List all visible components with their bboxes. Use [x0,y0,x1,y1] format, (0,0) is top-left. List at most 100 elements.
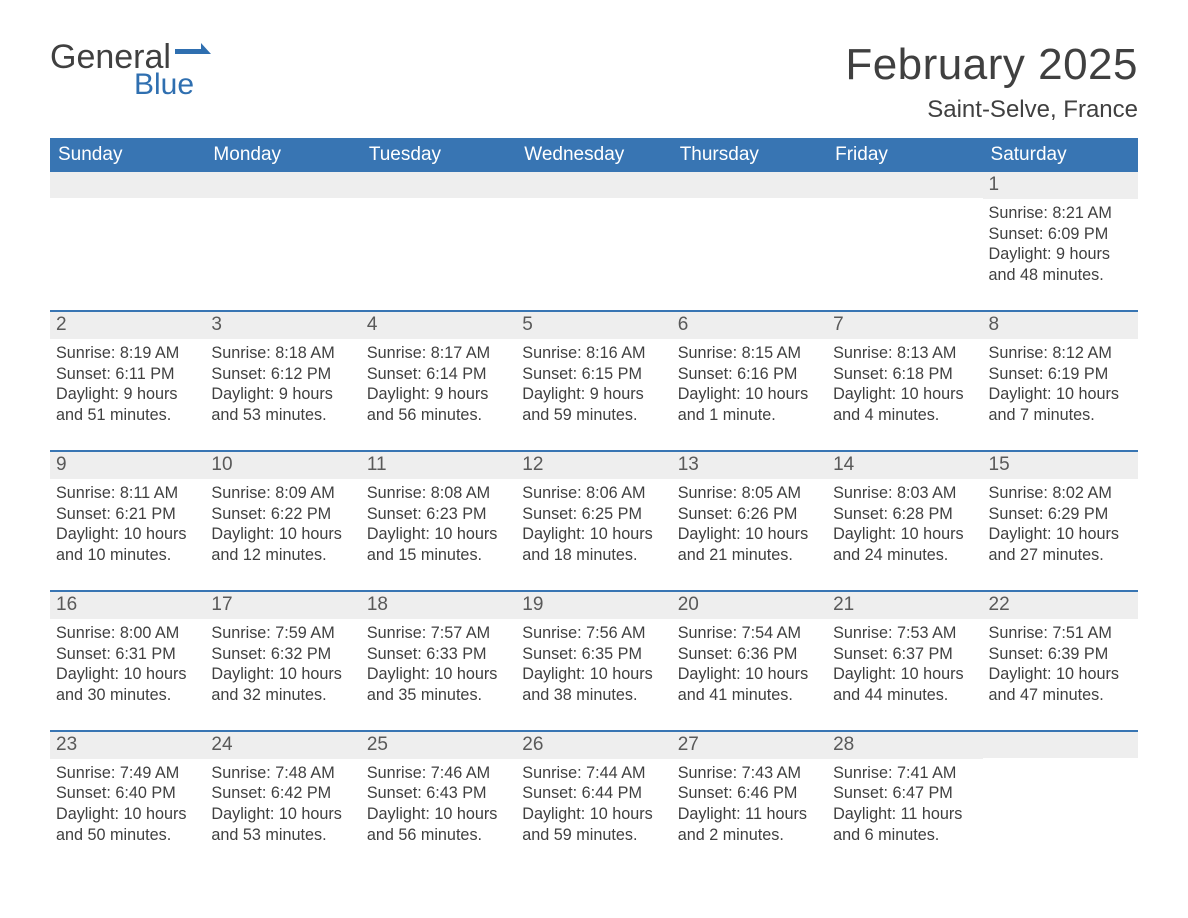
day-cell [50,172,205,290]
sunrise-text: Sunrise: 8:05 AM [678,483,821,504]
day-body: Sunrise: 8:08 AMSunset: 6:23 PMDaylight:… [361,479,516,570]
sunrise-text: Sunrise: 8:13 AM [833,343,976,364]
day-body: Sunrise: 7:46 AMSunset: 6:43 PMDaylight:… [361,759,516,850]
sunrise-text: Sunrise: 8:18 AM [211,343,354,364]
day-body: Sunrise: 7:57 AMSunset: 6:33 PMDaylight:… [361,619,516,710]
day-body: Sunrise: 8:16 AMSunset: 6:15 PMDaylight:… [516,339,671,430]
day-body: Sunrise: 8:06 AMSunset: 6:25 PMDaylight:… [516,479,671,570]
sunset-text: Sunset: 6:11 PM [56,364,199,385]
day-cell: 27Sunrise: 7:43 AMSunset: 6:46 PMDayligh… [672,732,827,850]
sunset-text: Sunset: 6:15 PM [522,364,665,385]
day-body: Sunrise: 8:12 AMSunset: 6:19 PMDaylight:… [983,339,1138,430]
day-body: Sunrise: 7:56 AMSunset: 6:35 PMDaylight:… [516,619,671,710]
day-body: Sunrise: 8:03 AMSunset: 6:28 PMDaylight:… [827,479,982,570]
date-number: 13 [672,452,827,479]
sunset-text: Sunset: 6:22 PM [211,504,354,525]
sunset-text: Sunset: 6:32 PM [211,644,354,665]
sunset-text: Sunset: 6:33 PM [367,644,510,665]
day-cell: 28Sunrise: 7:41 AMSunset: 6:47 PMDayligh… [827,732,982,850]
date-number [361,172,516,198]
date-number [983,732,1138,758]
sunset-text: Sunset: 6:23 PM [367,504,510,525]
sunrise-text: Sunrise: 7:54 AM [678,623,821,644]
sunset-text: Sunset: 6:14 PM [367,364,510,385]
day-cell: 4Sunrise: 8:17 AMSunset: 6:14 PMDaylight… [361,312,516,430]
day-cell: 1Sunrise: 8:21 AMSunset: 6:09 PMDaylight… [983,172,1138,290]
title-block: February 2025 Saint-Selve, France [845,40,1138,124]
sunrise-text: Sunrise: 7:43 AM [678,763,821,784]
date-number: 17 [205,592,360,619]
day-cell: 5Sunrise: 8:16 AMSunset: 6:15 PMDaylight… [516,312,671,430]
day-cell [516,172,671,290]
daylight-text: Daylight: 10 hours and 21 minutes. [678,524,821,565]
sunset-text: Sunset: 6:46 PM [678,783,821,804]
date-number: 24 [205,732,360,759]
day-body: Sunrise: 7:43 AMSunset: 6:46 PMDaylight:… [672,759,827,850]
sunset-text: Sunset: 6:18 PM [833,364,976,385]
daylight-text: Daylight: 10 hours and 47 minutes. [989,664,1132,705]
daylight-text: Daylight: 10 hours and 27 minutes. [989,524,1132,565]
day-cell: 15Sunrise: 8:02 AMSunset: 6:29 PMDayligh… [983,452,1138,570]
dow-cell: Sunday [50,138,205,172]
daylight-text: Daylight: 10 hours and 41 minutes. [678,664,821,705]
sunset-text: Sunset: 6:40 PM [56,783,199,804]
date-number: 14 [827,452,982,479]
sunrise-text: Sunrise: 7:49 AM [56,763,199,784]
date-number [827,172,982,198]
daylight-text: Daylight: 10 hours and 4 minutes. [833,384,976,425]
date-number: 2 [50,312,205,339]
daylight-text: Daylight: 9 hours and 48 minutes. [989,244,1132,285]
day-cell: 23 Sunrise: 7:49 AMSunset: 6:40 PMDayligh… [50,732,205,850]
sunset-text: Sunset: 6:16 PM [678,364,821,385]
day-body: Sunrise: 7:53 AMSunset: 6:37 PMDaylight:… [827,619,982,710]
sunrise-text: Sunrise: 8:00 AM [56,623,199,644]
day-cell: 8Sunrise: 8:12 AMSunset: 6:19 PMDaylight… [983,312,1138,430]
daylight-text: Daylight: 10 hours and 44 minutes. [833,664,976,705]
date-number [205,172,360,198]
date-number: 4 [361,312,516,339]
date-number: 27 [672,732,827,759]
daylight-text: Daylight: 10 hours and 1 minute. [678,384,821,425]
sunrise-text: Sunrise: 8:16 AM [522,343,665,364]
date-number: 23 [50,732,205,759]
day-cell [205,172,360,290]
sunset-text: Sunset: 6:47 PM [833,783,976,804]
day-body: Sunrise: 8:18 AMSunset: 6:12 PMDaylight:… [205,339,360,430]
sunset-text: Sunset: 6:31 PM [56,644,199,665]
sunset-text: Sunset: 6:19 PM [989,364,1132,385]
day-body: Sunrise: 7:51 AMSunset: 6:39 PMDaylight:… [983,619,1138,710]
sunset-text: Sunset: 6:39 PM [989,644,1132,665]
daylight-text: Daylight: 10 hours and 50 minutes. [56,804,199,845]
day-body: Sunrise: 7:48 AMSunset: 6:42 PMDaylight:… [205,759,360,850]
date-number: 9 [50,452,205,479]
day-body: Sunrise: 8:05 AMSunset: 6:26 PMDaylight:… [672,479,827,570]
dow-cell: Monday [205,138,360,172]
sunrise-text: Sunrise: 7:56 AM [522,623,665,644]
week-row: 23Sunrise: 7:49 AMSunset: 6:40 PMDayligh… [50,730,1138,850]
day-cell: 9 Sunrise: 8:11 AMSunset: 6:21 PMDaylight… [50,452,205,570]
sunrise-text: Sunrise: 8:02 AM [989,483,1132,504]
sunrise-text: Sunrise: 8:19 AM [56,343,199,364]
day-body [827,198,982,206]
date-number: 1 [983,172,1138,199]
dow-cell: Thursday [672,138,827,172]
day-cell: 10Sunrise: 8:09 AMSunset: 6:22 PMDayligh… [205,452,360,570]
daylight-text: Daylight: 10 hours and 10 minutes. [56,524,199,565]
week-row: 2 Sunrise: 8:19 AMSunset: 6:11 PM Daylight… [50,310,1138,430]
sunrise-text: Sunrise: 8:03 AM [833,483,976,504]
logo-text-blue: Blue [50,70,211,100]
sunrise-text: Sunrise: 7:59 AM [211,623,354,644]
sunset-text: Sunset: 6:25 PM [522,504,665,525]
daylight-text: Daylight: 10 hours and 18 minutes. [522,524,665,565]
daylight-text: Daylight: 10 hours and 32 minutes. [211,664,354,705]
day-cell: 18Sunrise: 7:57 AMSunset: 6:33 PMDayligh… [361,592,516,710]
daylight-text: Daylight: 11 hours and 6 minutes. [833,804,976,845]
sunset-text: Sunset: 6:21 PM [56,504,199,525]
sunset-text: Sunset: 6:43 PM [367,783,510,804]
date-number: 20 [672,592,827,619]
date-number: 19 [516,592,671,619]
sunrise-text: Sunrise: 8:12 AM [989,343,1132,364]
sunrise-text: Sunrise: 8:11 AM [56,483,199,504]
sunset-text: Sunset: 6:44 PM [522,783,665,804]
logo: General Blue [50,40,211,100]
